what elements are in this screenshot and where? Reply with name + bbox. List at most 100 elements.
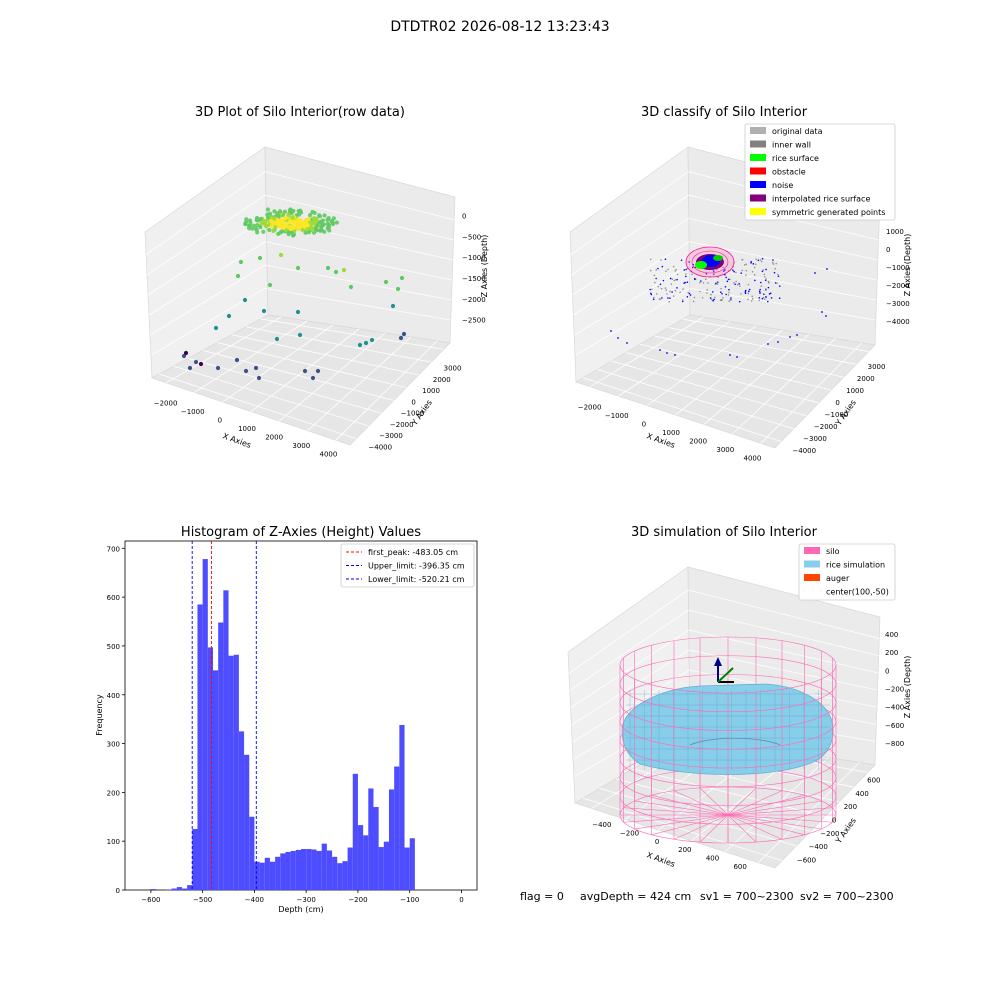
rice-surface-patch bbox=[695, 261, 707, 269]
data-point bbox=[767, 280, 770, 283]
data-point bbox=[735, 280, 737, 283]
histogram-bar bbox=[207, 647, 213, 890]
y-tick-label: 700 bbox=[107, 545, 120, 553]
histogram-bar bbox=[295, 849, 301, 890]
x-tick-label: 3000 bbox=[716, 446, 734, 454]
y-tick-label: 1000 bbox=[422, 387, 440, 395]
x-tick-label: −300 bbox=[297, 896, 316, 904]
data-point bbox=[761, 297, 764, 300]
data-point bbox=[714, 296, 716, 299]
panel-simulation: 3D simulation of Silo Interior −400 −200 0… bbox=[567, 525, 912, 871]
center-marker bbox=[714, 657, 734, 683]
data-point bbox=[187, 365, 193, 371]
data-point bbox=[770, 297, 773, 299]
z-tick-label: −3000 bbox=[886, 300, 910, 308]
data-point bbox=[272, 216, 277, 221]
data-point bbox=[686, 281, 689, 283]
y-tick-labels: 0 100 200 300 400 500 600 700 bbox=[107, 545, 125, 895]
histogram-bar bbox=[306, 848, 312, 890]
data-point bbox=[243, 368, 249, 374]
data-point bbox=[281, 222, 286, 227]
z-tick-label: 200 bbox=[885, 649, 898, 657]
data-point bbox=[763, 298, 766, 300]
data-point bbox=[702, 281, 705, 284]
histogram-bar bbox=[383, 841, 389, 890]
data-point bbox=[674, 354, 676, 356]
histogram-bar bbox=[337, 863, 343, 890]
data-point bbox=[757, 259, 760, 262]
data-point bbox=[653, 281, 656, 284]
data-point bbox=[744, 292, 747, 295]
z-tick-label: −1500 bbox=[462, 275, 486, 283]
data-point bbox=[778, 285, 781, 287]
grid-line bbox=[165, 316, 282, 384]
grid-line bbox=[222, 324, 334, 403]
y-tick-label: 3000 bbox=[868, 363, 886, 371]
histogram-bar bbox=[254, 861, 260, 890]
grid-line bbox=[574, 264, 690, 336]
data-point bbox=[398, 335, 404, 341]
grid-line bbox=[335, 340, 438, 441]
status-avg-depth: avgDepth = 424 cm bbox=[580, 890, 691, 903]
data-point bbox=[693, 296, 696, 299]
legend-swatch bbox=[804, 547, 820, 554]
data-point bbox=[826, 268, 828, 270]
x-tick-label: 0 bbox=[218, 416, 222, 424]
data-point bbox=[763, 273, 766, 276]
data-point bbox=[738, 300, 741, 303]
data-point bbox=[761, 257, 764, 260]
data-point bbox=[683, 269, 686, 271]
data-point bbox=[659, 349, 661, 351]
z-tick-label: −500 bbox=[462, 233, 481, 241]
x-tick-label: −200 bbox=[620, 830, 639, 838]
histogram-bar bbox=[311, 849, 317, 890]
data-point bbox=[283, 216, 288, 221]
legend-label: symmetric generated points bbox=[772, 208, 885, 217]
panel-title: 3D simulation of Silo Interior bbox=[631, 525, 818, 540]
data-point bbox=[751, 295, 754, 298]
panel-histogram: Histogram of Z-Axies (Height) Values −60… bbox=[95, 525, 478, 914]
status-sv2: sv2 = 700~2300 bbox=[800, 890, 894, 903]
rice-simulation-surface bbox=[621, 683, 834, 775]
legend-label: silo bbox=[826, 547, 840, 556]
data-point bbox=[651, 288, 653, 291]
histogram-bar bbox=[238, 731, 245, 890]
x-tick-label: 200 bbox=[678, 846, 691, 854]
grid-line bbox=[264, 194, 454, 241]
data-point bbox=[261, 308, 267, 314]
legend: first_peak: -483.05 cm Upper_limit: -396.… bbox=[340, 543, 475, 588]
grid-line bbox=[264, 287, 451, 321]
data-point bbox=[717, 281, 719, 283]
data-point bbox=[740, 293, 742, 295]
data-point bbox=[762, 296, 765, 299]
data-point bbox=[724, 269, 726, 271]
data-point bbox=[660, 287, 663, 290]
legend-label: interpolated rice surface bbox=[772, 195, 870, 204]
data-point bbox=[733, 281, 735, 284]
histogram-bar bbox=[223, 590, 229, 890]
data-point bbox=[331, 216, 336, 221]
data-point bbox=[710, 293, 712, 296]
data-point bbox=[774, 267, 777, 270]
y-tick-label: 600 bbox=[867, 777, 880, 785]
data-point bbox=[652, 298, 655, 301]
grid-line bbox=[597, 369, 794, 430]
histogram-bar bbox=[332, 856, 338, 890]
histogram-bar bbox=[171, 888, 177, 890]
floor-pane bbox=[151, 314, 451, 446]
legend-swatch bbox=[750, 181, 766, 188]
data-point bbox=[764, 275, 766, 278]
data-point bbox=[699, 281, 701, 284]
data-point bbox=[763, 293, 765, 295]
z-tick-label: −800 bbox=[885, 740, 904, 748]
data-point bbox=[390, 303, 396, 309]
legend-swatch bbox=[804, 560, 820, 568]
grid-line bbox=[572, 217, 690, 296]
data-point bbox=[765, 296, 767, 298]
z-tick-label: −2000 bbox=[462, 296, 486, 304]
x-tick-label: 400 bbox=[706, 855, 719, 863]
data-point bbox=[649, 258, 652, 261]
y-tick-label: 500 bbox=[107, 643, 120, 651]
data-point bbox=[662, 279, 665, 282]
z-tick-label: 0 bbox=[885, 667, 889, 675]
